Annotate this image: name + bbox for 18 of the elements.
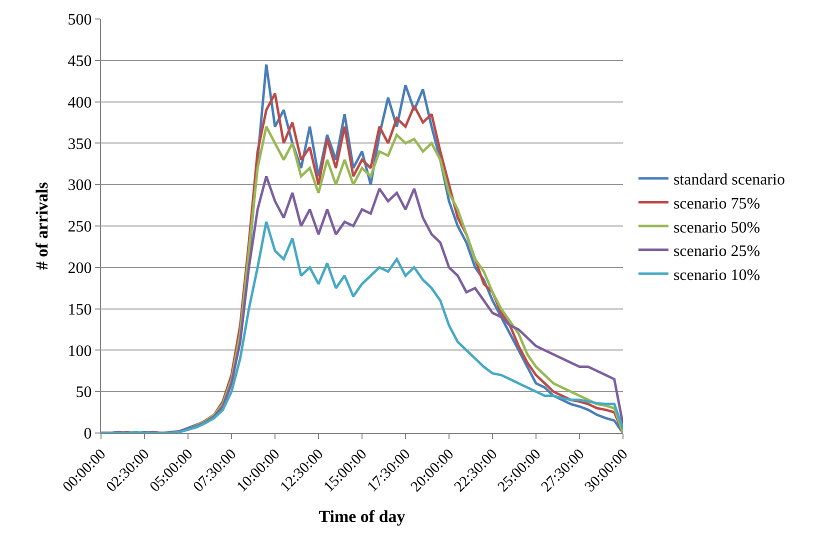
legend-label: scenario 75% bbox=[673, 195, 760, 212]
y-tick-label: 250 bbox=[68, 218, 92, 236]
legend-label: scenario 50% bbox=[673, 219, 760, 236]
legend-label: standard scenario bbox=[673, 172, 785, 189]
y-tick-label: 50 bbox=[76, 384, 92, 402]
x-axis-title: Time of day bbox=[318, 506, 406, 526]
y-tick-label: 150 bbox=[68, 301, 92, 318]
legend-label: scenario 10% bbox=[673, 266, 760, 284]
y-axis-title: # of arrivals bbox=[32, 182, 52, 270]
y-tick-label: 400 bbox=[68, 94, 92, 112]
y-tick-label: 0 bbox=[84, 426, 92, 443]
y-tick-label: 350 bbox=[68, 136, 92, 153]
y-tick-label: 200 bbox=[68, 260, 92, 277]
legend-label: scenario 25% bbox=[673, 243, 760, 260]
y-tick-label: 300 bbox=[68, 177, 92, 194]
y-tick-label: 500 bbox=[68, 12, 92, 29]
y-tick-label: 450 bbox=[68, 53, 92, 70]
y-tick-label: 100 bbox=[68, 342, 92, 360]
